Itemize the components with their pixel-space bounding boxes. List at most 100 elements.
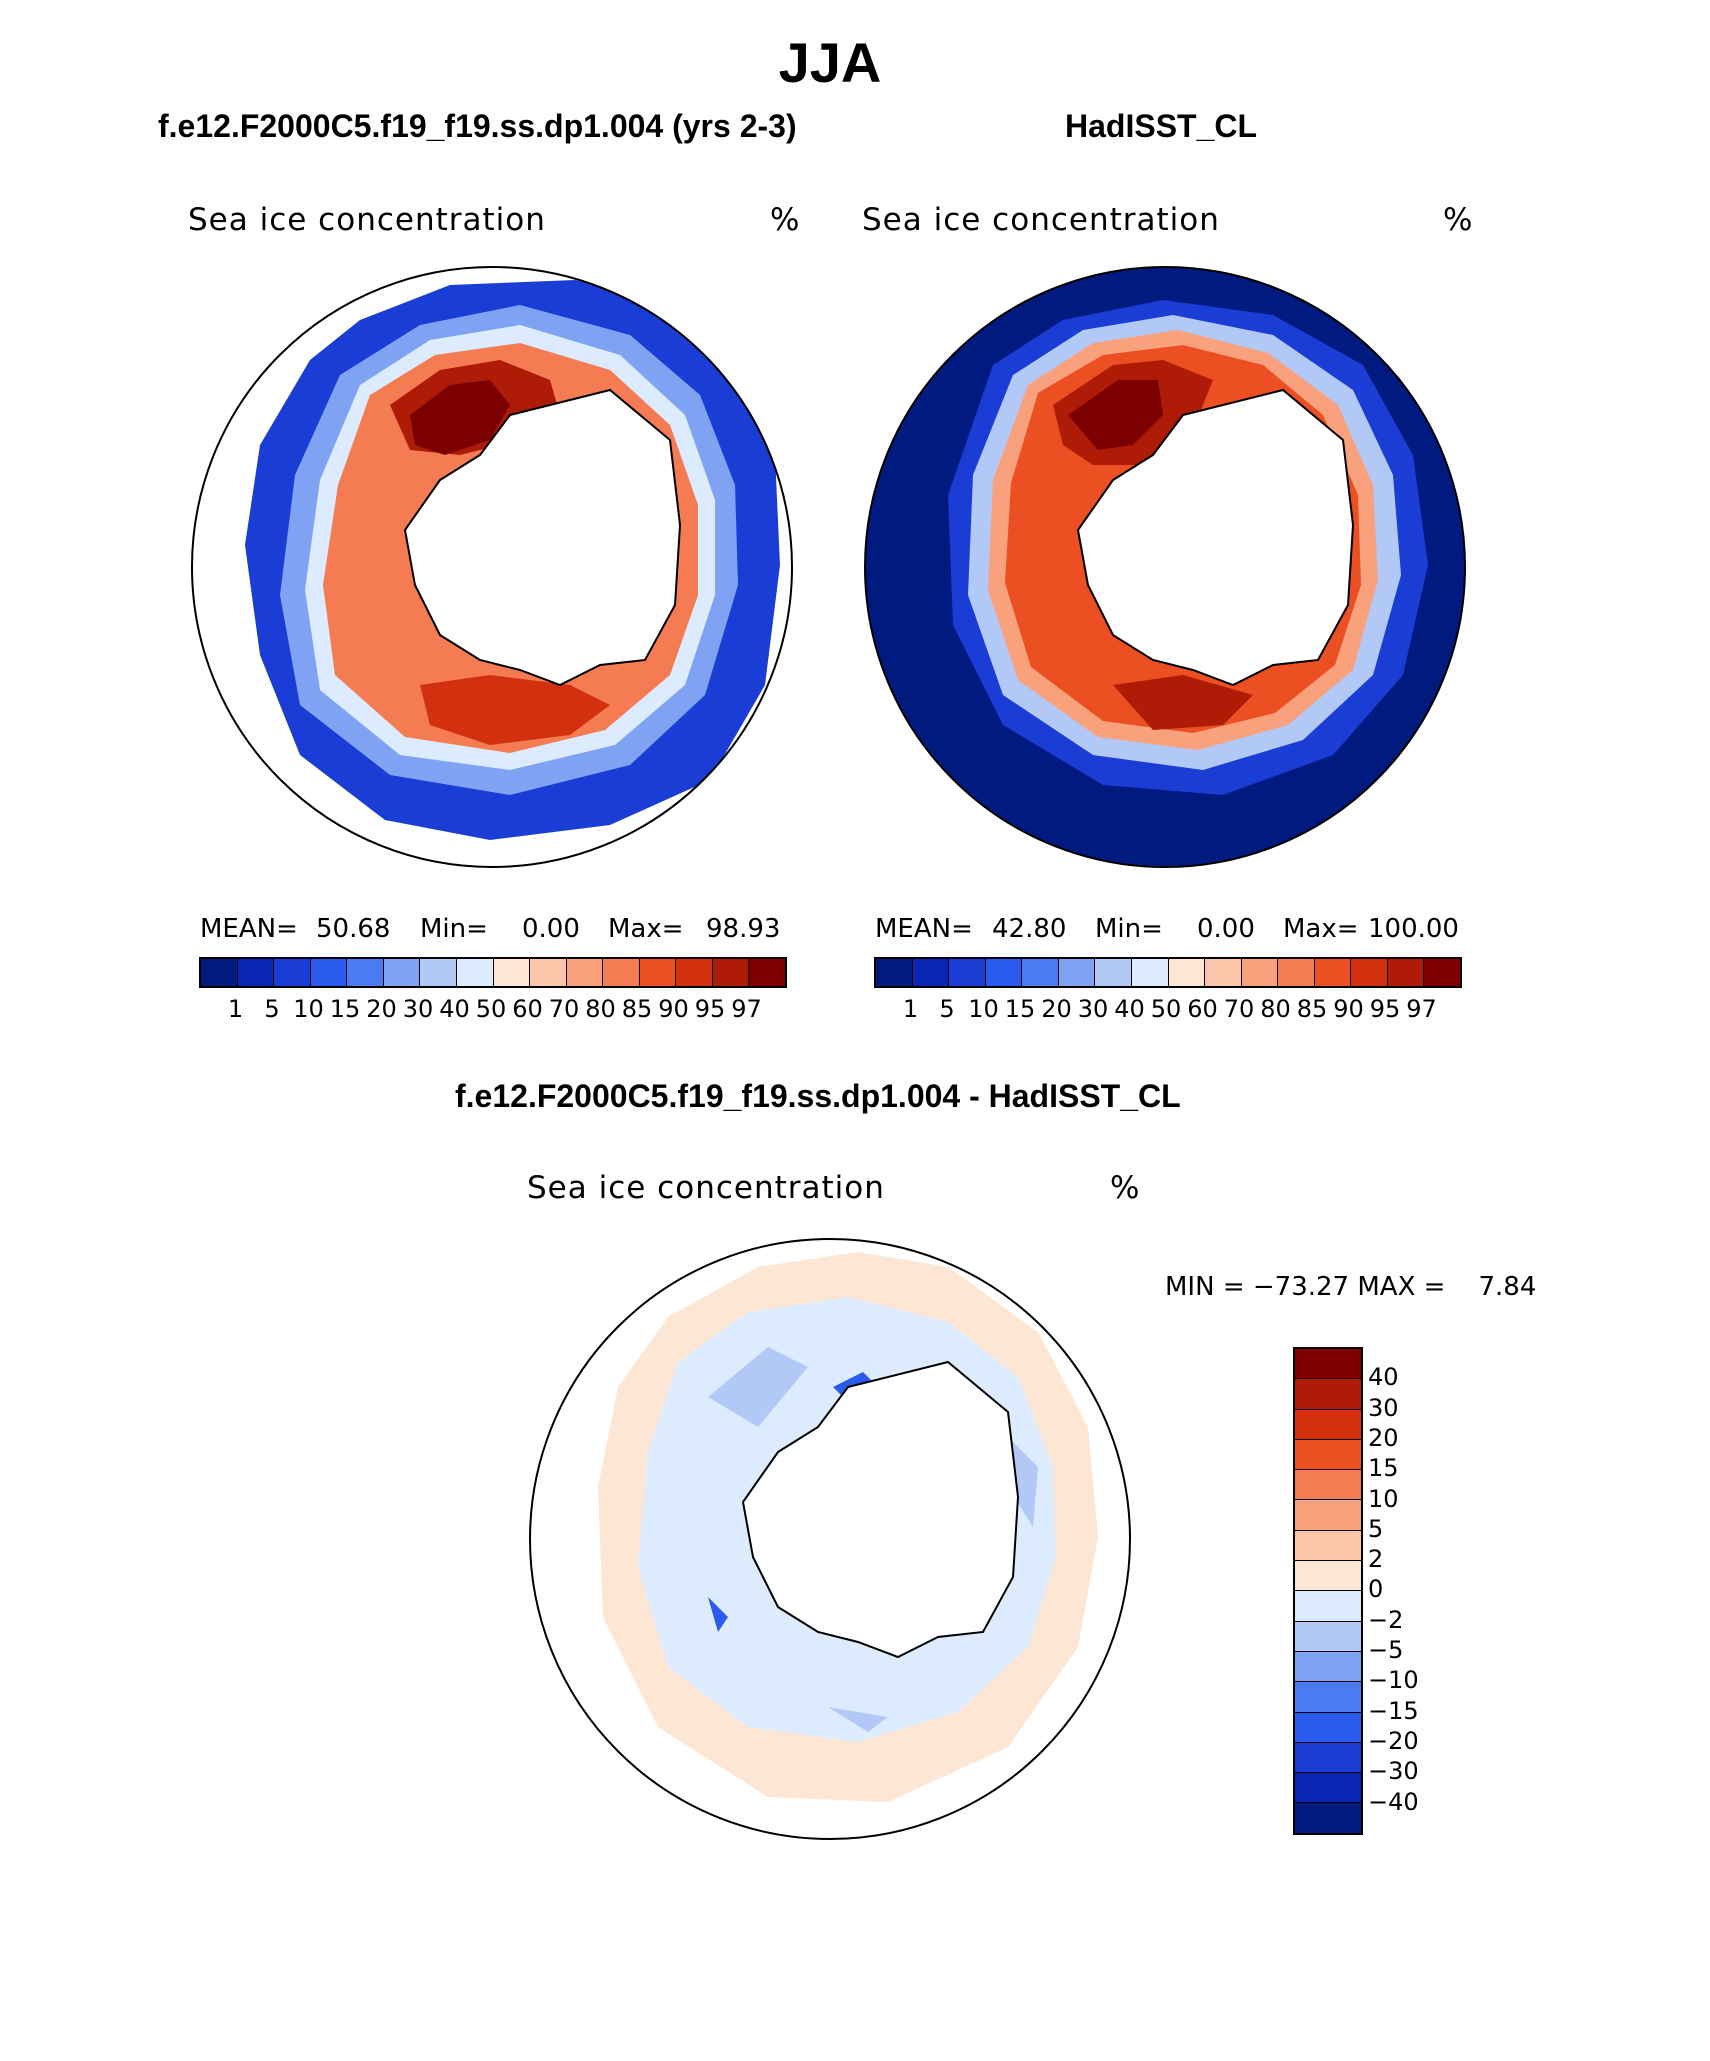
panel-2-colorbar-tick-label: 80 xyxy=(1260,995,1291,1023)
panel-2-colorbar-tick-label: 95 xyxy=(1369,995,1401,1023)
panel-1-mean-label: MEAN= xyxy=(200,914,298,944)
diff-colorbar-swatch xyxy=(1295,1561,1361,1592)
panel-1-colorbar-tick-label: 60 xyxy=(512,995,543,1023)
panel-2-colorbar-tick-label: 30 xyxy=(1077,995,1109,1023)
panel-1-colorbar-swatch xyxy=(566,959,604,986)
panel-1-colorbar-swatch xyxy=(493,959,531,986)
diff-colorbar-swatch xyxy=(1295,1621,1361,1652)
panel-1-colorbar-swatch xyxy=(712,959,750,986)
panel-1-colorbar-tick-label: 5 xyxy=(264,995,280,1023)
panel-2-colorbar-tick-label: 40 xyxy=(1114,995,1145,1023)
panel-2-colorbar-swatch xyxy=(949,959,986,986)
panel-2-colorbar-swatch xyxy=(1022,959,1059,986)
diff-panel-title: f.e12.F2000C5.f19_f19.ss.dp1.004 - HadIS… xyxy=(455,1078,1181,1114)
panel-1-colorbar-tick-label: 95 xyxy=(694,995,726,1023)
panel-2-colorbar xyxy=(874,957,1462,988)
diff-colorbar-swatch xyxy=(1295,1651,1361,1683)
panel-1-colorbar-tick-label: 50 xyxy=(475,995,507,1023)
panel-2-min-label: Min= xyxy=(1095,914,1163,944)
diff-colorbar-tick-label: −20 xyxy=(1368,1726,1419,1755)
panel-2-colorbar-tick-label: 85 xyxy=(1296,995,1328,1023)
diff-colorbar-tick-label: −2 xyxy=(1368,1605,1404,1634)
panel-1-colorbar-tick-label: 90 xyxy=(658,995,689,1023)
panel-2-max-label: Max= xyxy=(1283,914,1359,944)
panel-2-colorbar-swatch xyxy=(1095,959,1132,986)
panel-1-colorbar-swatch xyxy=(383,959,421,986)
panel-1-colorbar-tick-label: 97 xyxy=(731,995,762,1023)
panel-2-colorbar-swatch xyxy=(985,959,1023,986)
panel-1-max-value: 98.93 xyxy=(706,914,781,944)
diff-colorbar-tick-label: 30 xyxy=(1368,1393,1399,1422)
panel-1-colorbar-swatch xyxy=(530,959,567,986)
diff-colorbar-swatch xyxy=(1295,1682,1361,1713)
panel-2-min-value: 0.00 xyxy=(1197,914,1255,944)
panel-1-colorbar-swatch xyxy=(456,959,494,986)
diff-colorbar-tick-label: 10 xyxy=(1368,1484,1399,1513)
panel-1-colorbar-swatch xyxy=(749,959,785,986)
panel-2-title: HadISST_CL xyxy=(1065,108,1258,144)
panel-2-colorbar-swatch xyxy=(1351,959,1388,986)
diff-panel-unit-label: % xyxy=(1110,1170,1141,1206)
panel-1-min-value: 0.00 xyxy=(522,914,580,944)
diff-colorbar-swatch xyxy=(1295,1349,1361,1380)
diff-colorbar-swatch xyxy=(1295,1530,1361,1562)
panel-2-colorbar-tick-label: 10 xyxy=(968,995,999,1023)
panel-1-colorbar-swatch xyxy=(603,959,640,986)
panel-2-colorbar-tick-label: 20 xyxy=(1041,995,1072,1023)
panel-1-colorbar-swatch xyxy=(274,959,311,986)
panel-1-colorbar-tick-label: 80 xyxy=(585,995,616,1023)
panel-1-colorbar-tick-label: 40 xyxy=(439,995,470,1023)
panel-1-min-label: Min= xyxy=(420,914,488,944)
diff-colorbar-tick-label: −40 xyxy=(1368,1787,1419,1816)
diff-colorbar-swatch xyxy=(1295,1742,1361,1774)
panel-2-colorbar-tick-label: 50 xyxy=(1150,995,1182,1023)
panel-2-mean-label: MEAN= xyxy=(875,914,973,944)
panel-2-colorbar-swatch xyxy=(1205,959,1242,986)
panel-2-mean-value: 42.80 xyxy=(992,914,1067,944)
panel-2-colorbar-tick-label: 97 xyxy=(1406,995,1437,1023)
diff-colorbar-swatch xyxy=(1295,1470,1361,1501)
panel-1-colorbar-swatch xyxy=(347,959,384,986)
panel-2-colorbar-swatch xyxy=(1314,959,1352,986)
panel-2-colorbar-swatch xyxy=(1241,959,1279,986)
panel-2-colorbar-swatch xyxy=(1058,959,1096,986)
panel-1-colorbar xyxy=(199,957,787,988)
panel-1-colorbar-tick-label: 70 xyxy=(548,995,580,1023)
diff-colorbar-tick-label: 0 xyxy=(1368,1575,1384,1604)
panel-1-colorbar-tick-label: 1 xyxy=(227,995,244,1023)
panel-2-colorbar-swatch xyxy=(1278,959,1315,986)
model-sea-ice-map xyxy=(191,266,793,868)
panel-2-colorbar-tick-label: 90 xyxy=(1333,995,1364,1023)
observed-sea-ice-map xyxy=(864,266,1466,868)
panel-2-unit-label: % xyxy=(1443,202,1474,238)
diff-colorbar-tick-label: 20 xyxy=(1368,1423,1399,1452)
diff-colorbar-swatch xyxy=(1295,1712,1361,1743)
panel-1-unit-label: % xyxy=(770,202,801,238)
panel-2-colorbar-tick-label: 1 xyxy=(902,995,919,1023)
diff-colorbar-swatch xyxy=(1295,1500,1361,1531)
panel-2-colorbar-tick-label: 15 xyxy=(1004,995,1036,1023)
panel-2-colorbar-tick-label: 60 xyxy=(1187,995,1218,1023)
diff-colorbar-tick-label: 5 xyxy=(1368,1514,1384,1543)
panel-2-colorbar-swatch xyxy=(912,959,950,986)
diff-panel-variable-label: Sea ice concentration xyxy=(527,1170,885,1206)
diff-colorbar-tick-label: 40 xyxy=(1368,1363,1399,1392)
panel-1-colorbar-swatch xyxy=(676,959,713,986)
panel-1-max-label: Max= xyxy=(608,914,684,944)
panel-1-title: f.e12.F2000C5.f19_f19.ss.dp1.004 (yrs 2-… xyxy=(158,108,797,144)
diff-colorbar-swatch xyxy=(1295,1409,1361,1440)
season-title: JJA xyxy=(778,31,882,94)
panel-1-colorbar-swatch xyxy=(420,959,457,986)
diff-colorbar-tick-label: −10 xyxy=(1368,1666,1419,1695)
panel-1-mean-value: 50.68 xyxy=(316,914,391,944)
diff-colorbar-swatch xyxy=(1295,1379,1361,1410)
panel-2-colorbar-swatch xyxy=(1168,959,1206,986)
panel-1-colorbar-swatch xyxy=(310,959,348,986)
panel-1-colorbar-swatch xyxy=(201,959,238,986)
panel-1-colorbar-tick-label: 85 xyxy=(621,995,653,1023)
panel-2-colorbar-tick-label: 5 xyxy=(939,995,955,1023)
panel-2-colorbar-swatch xyxy=(1387,959,1425,986)
diff-minmax-label: MIN = −73.27 MAX = 7.84 xyxy=(1165,1272,1537,1302)
panel-1-colorbar-tick-label: 10 xyxy=(293,995,324,1023)
diff-colorbar-tick-label: −30 xyxy=(1368,1757,1419,1786)
